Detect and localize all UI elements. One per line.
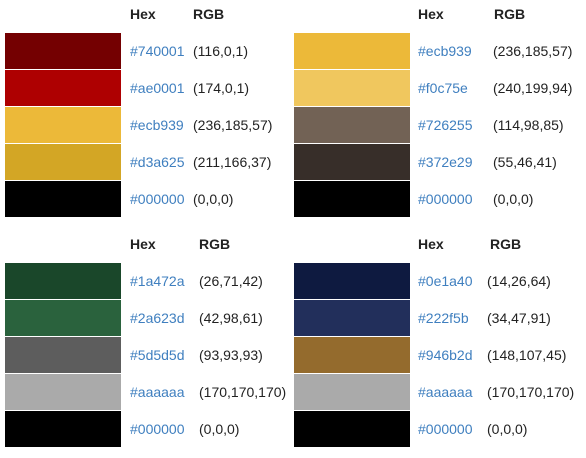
rgb-value: (170,170,170) (487, 384, 575, 400)
color-row: #aaaaaa (170,170,170) (0, 374, 290, 410)
color-swatch (5, 33, 121, 69)
color-swatch (5, 181, 121, 217)
rgb-value: (236,185,57) (493, 43, 573, 59)
hex-link[interactable]: #000000 (130, 421, 185, 437)
palette-panel: Hex RGB #ecb939 (236,185,57) #f0c75e (24… (290, 0, 580, 220)
hex-link[interactable]: #000000 (418, 191, 473, 207)
color-swatch (5, 374, 121, 410)
color-swatch (294, 263, 410, 299)
rgb-value: (93,93,93) (199, 347, 263, 363)
hex-link[interactable]: #ae0001 (130, 80, 185, 96)
color-swatch (5, 107, 121, 143)
hex-link[interactable]: #000000 (418, 421, 473, 437)
color-row: #1a472a (26,71,42) (0, 263, 290, 299)
color-swatch (294, 374, 410, 410)
rgb-value: (170,170,170) (199, 384, 287, 400)
color-swatch (5, 70, 121, 106)
color-row: #000000 (0,0,0) (0, 411, 290, 447)
rgb-column-header: RGB (490, 236, 522, 252)
hex-link[interactable]: #222f5b (418, 310, 469, 326)
hex-link[interactable]: #726255 (418, 117, 473, 133)
color-row: #f0c75e (240,199,94) (290, 70, 580, 106)
palette-panel: Hex RGB #740001 (116,0,1) #ae0001 (174,0… (0, 0, 290, 220)
rgb-value: (34,47,91) (487, 310, 551, 326)
rgb-value: (174,0,1) (193, 80, 250, 96)
color-row: #d3a625 (211,166,37) (0, 144, 290, 180)
hex-link[interactable]: #f0c75e (418, 80, 468, 96)
rgb-value: (42,98,61) (199, 310, 263, 326)
hex-link[interactable]: #2a623d (130, 310, 185, 326)
palette-panel: Hex RGB #0e1a40 (14,26,64) #222f5b (34,4… (290, 230, 580, 450)
rgb-value: (0,0,0) (493, 191, 534, 207)
color-swatch (5, 337, 121, 373)
color-row: #372e29 (55,46,41) (290, 144, 580, 180)
rgb-value: (236,185,57) (193, 117, 273, 133)
hex-link[interactable]: #1a472a (130, 273, 185, 289)
color-swatch (5, 300, 121, 336)
hex-link[interactable]: #aaaaaa (418, 384, 473, 400)
hex-link[interactable]: #aaaaaa (130, 384, 185, 400)
hex-link[interactable]: #000000 (130, 191, 185, 207)
color-swatch (294, 337, 410, 373)
color-swatch (294, 107, 410, 143)
color-row: #726255 (114,98,85) (290, 107, 580, 143)
hex-column-header: Hex (418, 6, 444, 22)
color-row: #740001 (116,0,1) (0, 33, 290, 69)
rgb-value: (55,46,41) (493, 154, 557, 170)
color-swatch (294, 300, 410, 336)
palette-panel: Hex RGB #1a472a (26,71,42) #2a623d (42,9… (0, 230, 290, 450)
color-row: #222f5b (34,47,91) (290, 300, 580, 336)
hex-column-header: Hex (130, 6, 156, 22)
color-swatch (294, 70, 410, 106)
rgb-value: (0,0,0) (199, 421, 240, 437)
rgb-column-header: RGB (193, 6, 225, 22)
color-swatch (294, 181, 410, 217)
rgb-value: (14,26,64) (487, 273, 551, 289)
rgb-column-header: RGB (199, 236, 231, 252)
hex-column-header: Hex (418, 236, 444, 252)
color-swatch (294, 144, 410, 180)
hex-link[interactable]: #d3a625 (130, 154, 185, 170)
color-row: #ecb939 (236,185,57) (0, 107, 290, 143)
hex-link[interactable]: #5d5d5d (130, 347, 185, 363)
rgb-value: (0,0,0) (193, 191, 234, 207)
rgb-value: (240,199,94) (493, 80, 573, 96)
color-row: #aaaaaa (170,170,170) (290, 374, 580, 410)
rgb-value: (26,71,42) (199, 273, 263, 289)
color-row: #000000 (0,0,0) (290, 411, 580, 447)
color-swatch (294, 33, 410, 69)
hex-link[interactable]: #0e1a40 (418, 273, 473, 289)
hex-column-header: Hex (130, 236, 156, 252)
rgb-value: (114,98,85) (493, 117, 564, 133)
color-swatch (5, 411, 121, 447)
color-row: #000000 (0,0,0) (0, 181, 290, 217)
color-row: #000000 (0,0,0) (290, 181, 580, 217)
color-row: #5d5d5d (93,93,93) (0, 337, 290, 373)
hex-link[interactable]: #ecb939 (418, 43, 472, 59)
color-swatch (294, 411, 410, 447)
rgb-value: (0,0,0) (487, 421, 528, 437)
color-row: #0e1a40 (14,26,64) (290, 263, 580, 299)
hex-link[interactable]: #946b2d (418, 347, 473, 363)
color-row: #ecb939 (236,185,57) (290, 33, 580, 69)
rgb-value: (148,107,45) (487, 347, 567, 363)
color-swatch (5, 144, 121, 180)
hex-link[interactable]: #372e29 (418, 154, 473, 170)
color-row: #ae0001 (174,0,1) (0, 70, 290, 106)
color-swatch (5, 263, 121, 299)
rgb-column-header: RGB (494, 6, 526, 22)
hex-link[interactable]: #ecb939 (130, 117, 184, 133)
color-row: #946b2d (148,107,45) (290, 337, 580, 373)
rgb-value: (116,0,1) (193, 43, 248, 59)
color-row: #2a623d (42,98,61) (0, 300, 290, 336)
hex-link[interactable]: #740001 (130, 43, 185, 59)
rgb-value: (211,166,37) (193, 154, 272, 170)
